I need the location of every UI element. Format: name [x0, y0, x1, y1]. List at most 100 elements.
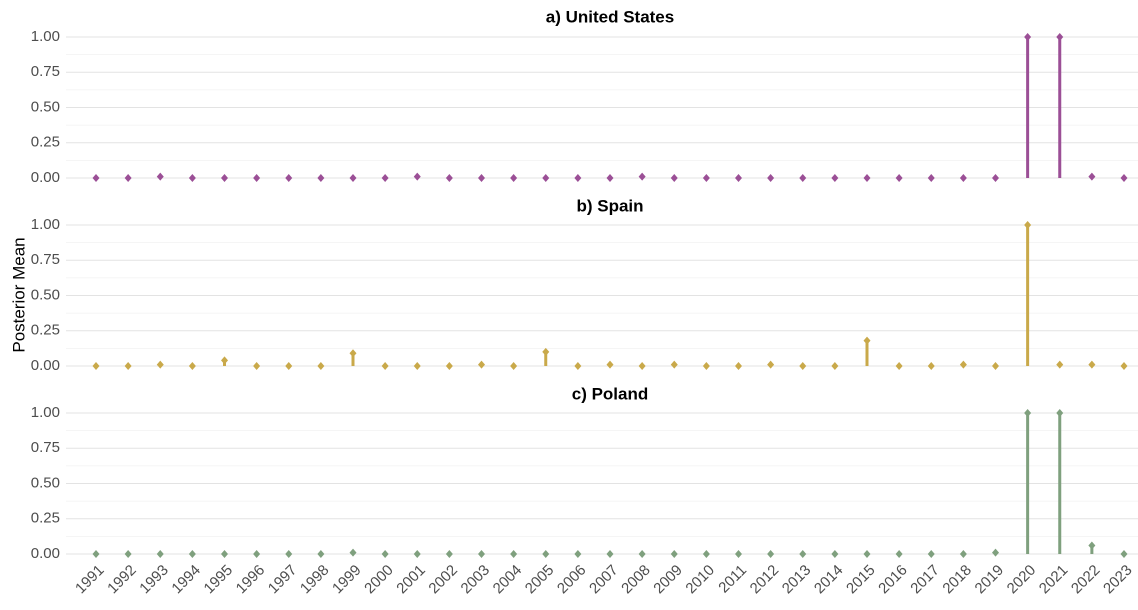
- marker: [317, 174, 325, 182]
- y-tick-label: 0.75: [31, 439, 60, 456]
- marker: [510, 174, 518, 182]
- x-tick-label: 2000: [361, 562, 397, 598]
- y-tick-label: 0.75: [31, 63, 60, 80]
- marker: [863, 550, 871, 558]
- marker: [767, 360, 775, 369]
- marker: [1120, 550, 1128, 558]
- marker: [1056, 409, 1064, 417]
- y-tick-label: 0.00: [31, 169, 60, 186]
- x-tick-label: 2003: [458, 562, 494, 598]
- y-tick-label: 0.50: [31, 98, 60, 115]
- x-tick-label: 2017: [907, 562, 943, 598]
- x-tick-label: 2007: [586, 562, 622, 598]
- panel-title: b) Spain: [576, 196, 643, 215]
- x-tick-label: 2016: [875, 562, 911, 598]
- marker: [349, 548, 357, 557]
- marker: [959, 360, 967, 369]
- marker: [156, 172, 164, 181]
- marker: [124, 362, 132, 370]
- x-tick-label: 2019: [972, 562, 1008, 598]
- marker: [253, 174, 261, 182]
- y-tick-label: 1.00: [31, 28, 60, 45]
- marker: [445, 550, 453, 558]
- marker: [156, 360, 164, 369]
- marker: [670, 174, 678, 182]
- marker: [927, 550, 935, 558]
- marker: [478, 360, 485, 369]
- x-tick-label: 1997: [265, 562, 301, 598]
- x-tick-label: 2004: [490, 562, 526, 598]
- marker: [799, 174, 807, 182]
- marker: [799, 550, 807, 558]
- marker: [156, 550, 164, 558]
- x-tick-label: 2001: [393, 562, 429, 598]
- x-tick-label: 1999: [329, 562, 365, 598]
- marker: [638, 172, 646, 181]
- x-tick-label: 2009: [650, 562, 686, 598]
- x-tick-label: 2013: [779, 562, 815, 598]
- marker: [959, 174, 967, 182]
- marker: [285, 174, 293, 182]
- marker: [1088, 541, 1096, 550]
- marker: [959, 550, 967, 558]
- x-tick-label: 1993: [136, 562, 172, 598]
- y-tick-label: 0.50: [31, 286, 60, 303]
- marker: [895, 550, 903, 558]
- marker: [992, 548, 999, 557]
- marker: [606, 360, 614, 369]
- marker: [1120, 362, 1128, 370]
- x-tick-label: 1992: [104, 562, 140, 598]
- marker: [702, 174, 710, 182]
- marker: [1056, 360, 1064, 369]
- x-tick-label: 2006: [554, 562, 590, 598]
- marker: [1024, 409, 1032, 417]
- marker: [188, 174, 196, 182]
- marker: [381, 362, 389, 370]
- x-tick-label: 2015: [843, 562, 879, 598]
- marker: [221, 174, 228, 182]
- marker: [1024, 33, 1032, 41]
- marker: [92, 362, 100, 370]
- marker: [188, 362, 196, 370]
- panel-title: c) Poland: [572, 384, 649, 403]
- x-tick-label: 2012: [747, 562, 783, 598]
- x-tick-label: 1994: [168, 562, 204, 598]
- marker: [542, 347, 550, 356]
- x-tick-label: 2010: [682, 562, 718, 598]
- marker: [510, 362, 518, 370]
- marker: [638, 550, 646, 558]
- marker: [92, 550, 100, 558]
- marker: [863, 174, 871, 182]
- x-tick-label: 1991: [72, 562, 108, 598]
- y-tick-label: 0.50: [31, 474, 60, 491]
- marker: [478, 174, 485, 182]
- marker: [606, 550, 614, 558]
- y-tick-label: 0.00: [31, 357, 60, 374]
- marker: [317, 550, 325, 558]
- marker: [606, 174, 614, 182]
- marker: [445, 174, 453, 182]
- marker: [413, 550, 421, 558]
- panel-title: a) United States: [546, 7, 674, 26]
- x-tick-label: 2023: [1100, 562, 1136, 598]
- x-tick-label: 2021: [1036, 562, 1072, 598]
- marker: [992, 362, 999, 370]
- marker: [895, 174, 903, 182]
- marker: [831, 174, 839, 182]
- x-tick-label: 2002: [425, 562, 461, 598]
- marker: [188, 550, 196, 558]
- marker: [574, 550, 582, 558]
- marker: [413, 362, 421, 370]
- marker: [253, 362, 261, 370]
- marker: [1024, 221, 1032, 229]
- y-tick-label: 0.75: [31, 251, 60, 268]
- marker: [670, 550, 678, 558]
- y-tick-label: 0.25: [31, 134, 60, 151]
- x-tick-label: 2018: [939, 562, 975, 598]
- marker: [574, 174, 582, 182]
- marker: [927, 174, 935, 182]
- y-tick-label: 0.25: [31, 322, 60, 339]
- marker: [124, 550, 132, 558]
- marker: [413, 172, 421, 181]
